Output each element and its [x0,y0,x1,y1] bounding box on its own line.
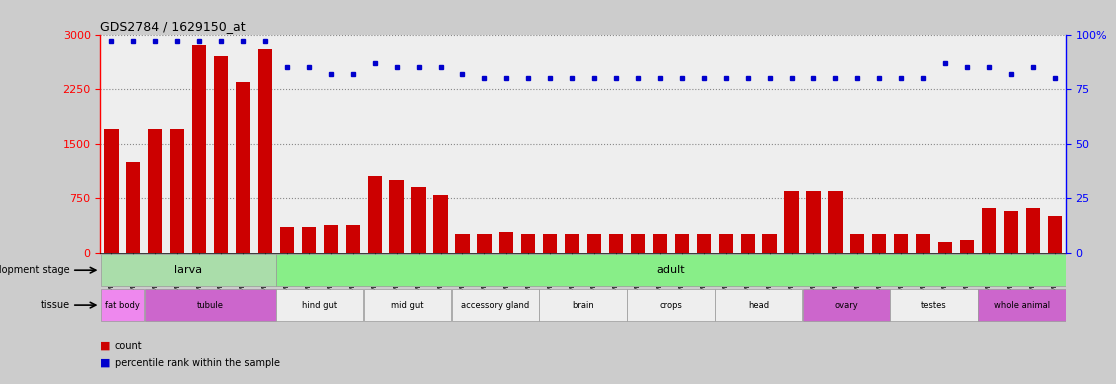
Bar [126,162,141,253]
Bar [280,227,294,253]
Bar [653,234,667,253]
Text: accessory gland: accessory gland [461,301,529,310]
Text: adult: adult [656,265,685,275]
Bar [258,49,272,253]
Bar [301,227,316,253]
Bar [543,234,557,253]
Bar [828,191,843,253]
Bar [433,195,448,253]
Bar [715,290,802,321]
Text: fat body: fat body [105,301,140,310]
Bar [1048,216,1062,253]
Bar [192,45,206,253]
Bar [1003,210,1018,253]
Bar [916,234,931,253]
Text: ■: ■ [100,358,110,368]
Text: percentile rank within the sample: percentile rank within the sample [115,358,280,368]
Bar [145,290,276,321]
Bar [565,234,579,253]
Bar [100,255,276,286]
Text: head: head [748,301,769,310]
Bar [627,290,714,321]
Text: hind gut: hind gut [302,301,337,310]
Text: tissue: tissue [40,300,69,310]
Bar [894,234,908,253]
Bar [324,225,338,253]
Text: GDS2784 / 1629150_at: GDS2784 / 1629150_at [100,20,246,33]
Bar [478,234,491,253]
Text: tubule: tubule [196,301,223,310]
Bar [214,56,229,253]
Bar [850,234,865,253]
Bar [696,234,711,253]
Bar [719,234,733,253]
Bar [499,232,513,253]
Bar [455,234,470,253]
Bar [609,234,623,253]
Bar [675,234,689,253]
Bar [452,290,539,321]
Bar [276,255,1066,286]
Bar [802,290,891,321]
Bar [389,180,404,253]
Text: testes: testes [922,301,947,310]
Text: larva: larva [174,265,202,275]
Bar [100,290,144,321]
Bar [741,234,754,253]
Bar [937,242,952,253]
Text: ovary: ovary [835,301,858,310]
Text: crops: crops [660,301,682,310]
Text: mid gut: mid gut [392,301,424,310]
Bar [785,191,799,253]
Bar [364,290,451,321]
Bar [367,176,382,253]
Bar [587,234,602,253]
Bar [960,240,974,253]
Bar [807,191,820,253]
Text: count: count [115,341,143,351]
Bar [979,290,1066,321]
Text: development stage: development stage [0,265,69,275]
Bar [276,290,364,321]
Bar [891,290,978,321]
Bar [762,234,777,253]
Text: whole animal: whole animal [994,301,1050,310]
Bar [235,82,250,253]
Bar [873,234,886,253]
Bar [148,129,163,253]
Bar [170,129,184,253]
Bar [1026,208,1040,253]
Bar [539,290,627,321]
Bar [346,225,359,253]
Text: ■: ■ [100,341,110,351]
Bar [982,208,997,253]
Bar [631,234,645,253]
Bar [104,129,118,253]
Bar [412,187,425,253]
Bar [521,234,536,253]
Text: brain: brain [573,301,594,310]
